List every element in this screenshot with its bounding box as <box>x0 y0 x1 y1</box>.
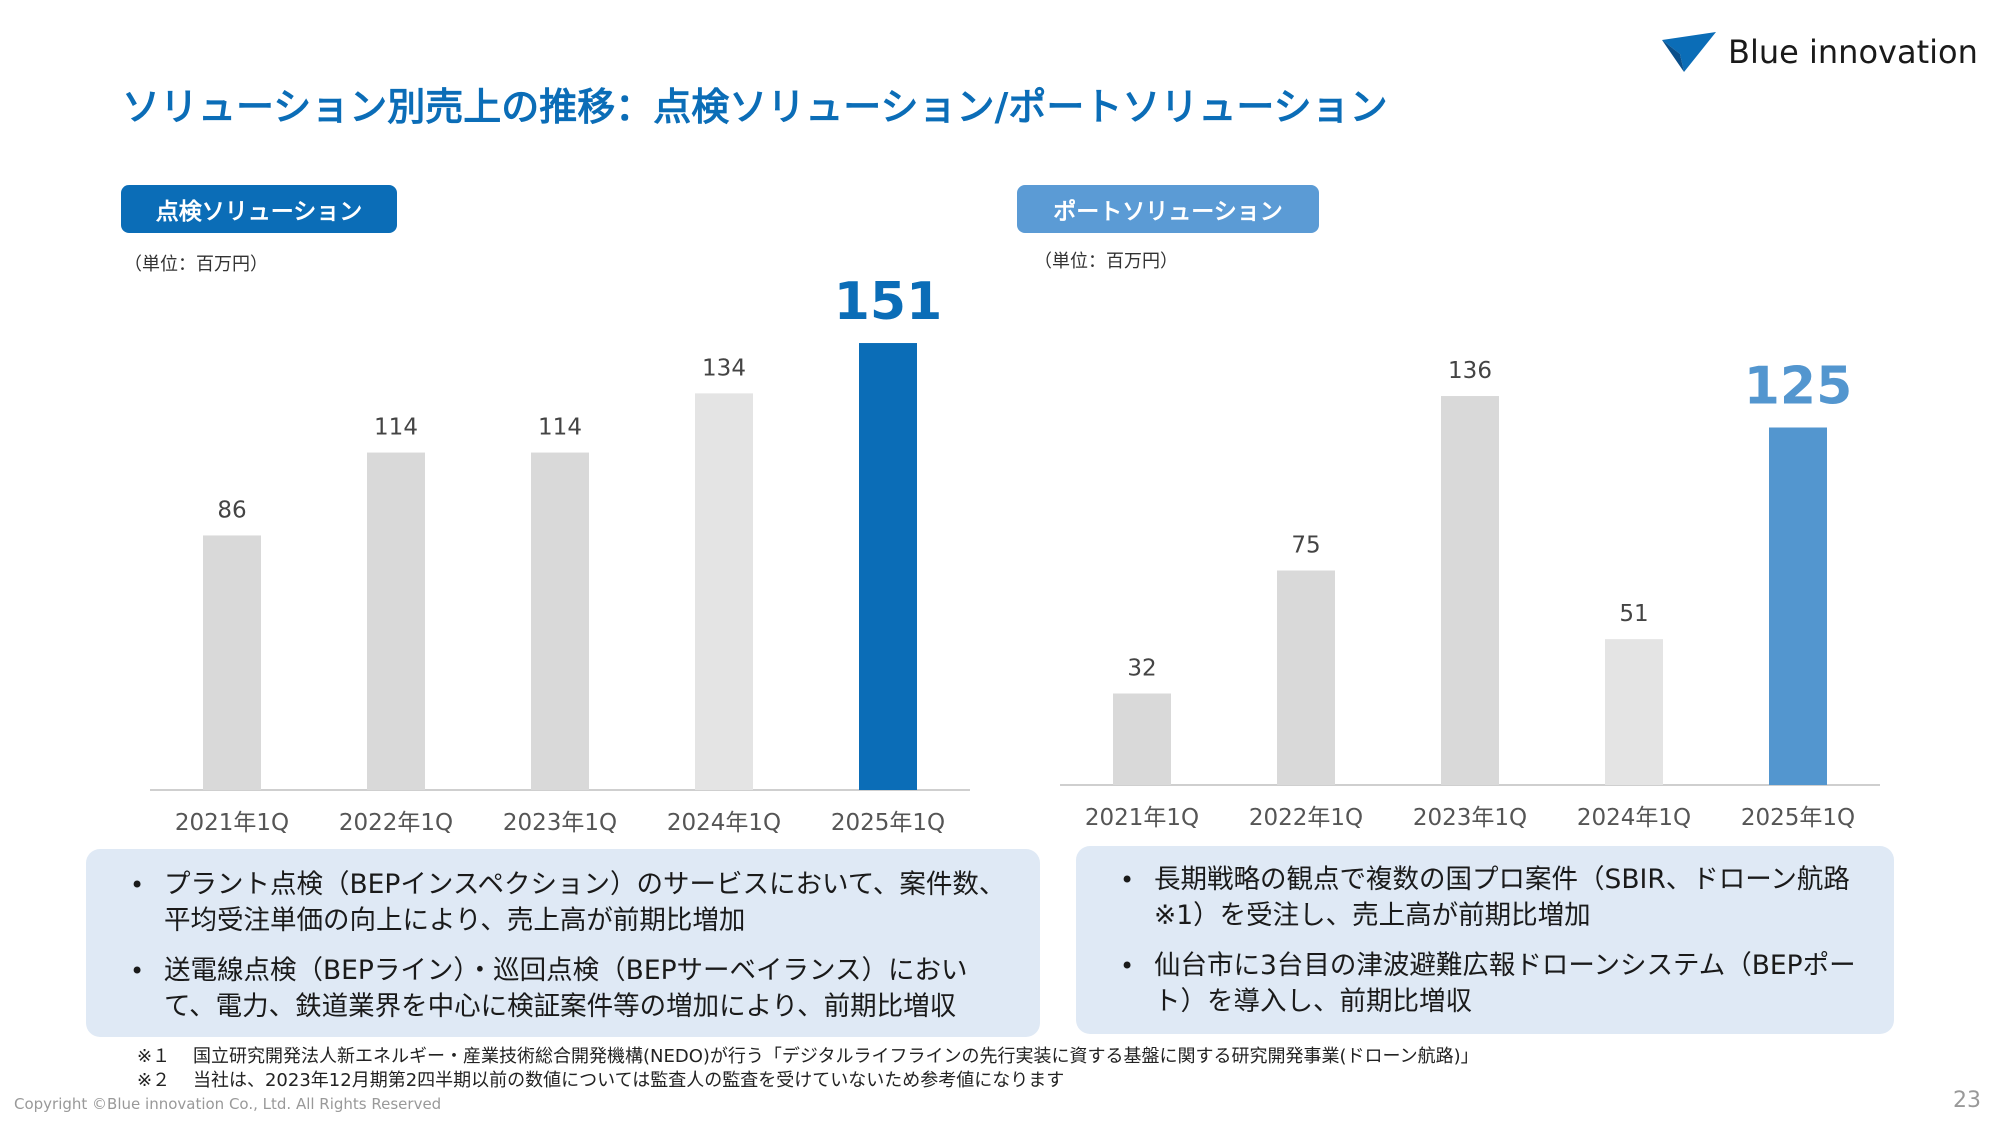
x-tick-label: 2021年1Q <box>1085 805 1199 831</box>
data-label-2025年1Q: 151 <box>834 272 943 332</box>
x-tick-label: 2023年1Q <box>503 810 617 836</box>
page-number: 23 <box>1953 1088 1981 1113</box>
footnote-1-text: 国立研究開発法人新エネルギー・産業技術総合開発機構(NEDO)が行う「デジタルラ… <box>192 1046 1479 1067</box>
bar-2025年1Q <box>1769 427 1827 785</box>
bar-2023年1Q <box>531 452 589 790</box>
x-tick-label: 2021年1Q <box>175 810 289 836</box>
logo-mark-icon <box>1662 32 1716 72</box>
data-label-2022年1Q: 75 <box>1291 533 1320 559</box>
logo-text: Blue innovation <box>1728 33 1978 71</box>
bar-2023年1Q <box>1441 396 1499 785</box>
bar-2022年1Q <box>1277 570 1335 785</box>
right-notes-box: 長期戦略の観点で複数の国プロ案件（SBIR、ドローン航路※1）を受注し、売上高が… <box>1076 846 1894 1034</box>
right-bullet-2: 仙台市に3台目の津波避難広報ドローンシステム（BEPポート）を導入し、前期比増収 <box>1120 948 1864 1020</box>
data-label-2021年1Q: 86 <box>217 497 246 523</box>
right-bar-chart: 32 2021年1Q 75 2022年1Q 136 2023年1Q 51 2024年1Q 125… <box>1060 357 1880 831</box>
page-title: ソリューション別売上の推移：点検ソリューション/ポートソリューション <box>122 85 1388 129</box>
bar-2025年1Q <box>859 343 917 790</box>
x-tick-label: 2025年1Q <box>1741 805 1855 831</box>
right-unit-label: （単位：百万円） <box>1034 251 1178 272</box>
data-label-2025年1Q: 125 <box>1744 357 1853 417</box>
left-chart: 86 2021年1Q 114 2022年1Q 114 2023年1Q 134 2024年1Q 1… <box>150 240 980 860</box>
data-label-2021年1Q: 32 <box>1127 655 1156 681</box>
data-label-2023年1Q: 136 <box>1448 358 1492 384</box>
data-label-2024年1Q: 134 <box>702 355 746 381</box>
x-tick-label: 2022年1Q <box>339 810 453 836</box>
x-tick-label: 2023年1Q <box>1413 805 1527 831</box>
data-label-2023年1Q: 114 <box>538 415 582 441</box>
footnote-2-text: 当社は、2023年12月期第2四半期以前の数値については監査人の監査を受けていな… <box>192 1070 1065 1091</box>
left-panel-label: 点検ソリューション <box>121 185 397 233</box>
left-bullet-1: プラント点検（BEPインスペクション）のサービスにおいて、案件数、平均受注単価の… <box>130 867 1012 939</box>
x-tick-label: 2024年1Q <box>1577 805 1691 831</box>
company-logo: Blue innovation <box>1660 30 1978 74</box>
right-bullet-1: 長期戦略の観点で複数の国プロ案件（SBIR、ドローン航路※1）を受注し、売上高が… <box>1120 862 1864 934</box>
footnote-2-mark: ※２ <box>137 1070 171 1091</box>
footnote-1-mark: ※１ <box>137 1046 171 1067</box>
bar-2022年1Q <box>367 452 425 790</box>
x-tick-label: 2025年1Q <box>831 810 945 836</box>
footnote-1: ※１ 国立研究開発法人新エネルギー・産業技術総合開発機構(NEDO)が行う「デジ… <box>137 1045 1479 1069</box>
copyright: Copyright ©Blue innovation Co., Ltd. All… <box>14 1095 442 1113</box>
x-tick-label: 2024年1Q <box>667 810 781 836</box>
left-unit-label: （単位：百万円） <box>124 254 268 275</box>
data-label-2024年1Q: 51 <box>1619 601 1648 627</box>
left-bar-chart: 86 2021年1Q 114 2022年1Q 114 2023年1Q 134 2024年1Q 1… <box>150 272 970 836</box>
bar-2021年1Q <box>203 535 261 790</box>
footnote-2: ※２ 当社は、2023年12月期第2四半期以前の数値については監査人の監査を受け… <box>137 1069 1479 1093</box>
x-tick-label: 2022年1Q <box>1249 805 1363 831</box>
left-notes-box: プラント点検（BEPインスペクション）のサービスにおいて、案件数、平均受注単価の… <box>86 849 1040 1037</box>
bar-2024年1Q <box>1605 639 1663 785</box>
left-bullet-2: 送電線点検（BEPライン）・巡回点検（BEPサーベイランス）において、電力、鉄道… <box>130 953 1012 1025</box>
bar-2024年1Q <box>695 393 753 790</box>
right-chart: 32 2021年1Q 75 2022年1Q 136 2023年1Q 51 2024年1Q 125… <box>1060 240 1890 860</box>
right-panel-label: ポートソリューション <box>1017 185 1319 233</box>
footnotes: ※１ 国立研究開発法人新エネルギー・産業技術総合開発機構(NEDO)が行う「デジ… <box>137 1045 1479 1093</box>
data-label-2022年1Q: 114 <box>374 415 418 441</box>
bar-2021年1Q <box>1113 693 1171 785</box>
